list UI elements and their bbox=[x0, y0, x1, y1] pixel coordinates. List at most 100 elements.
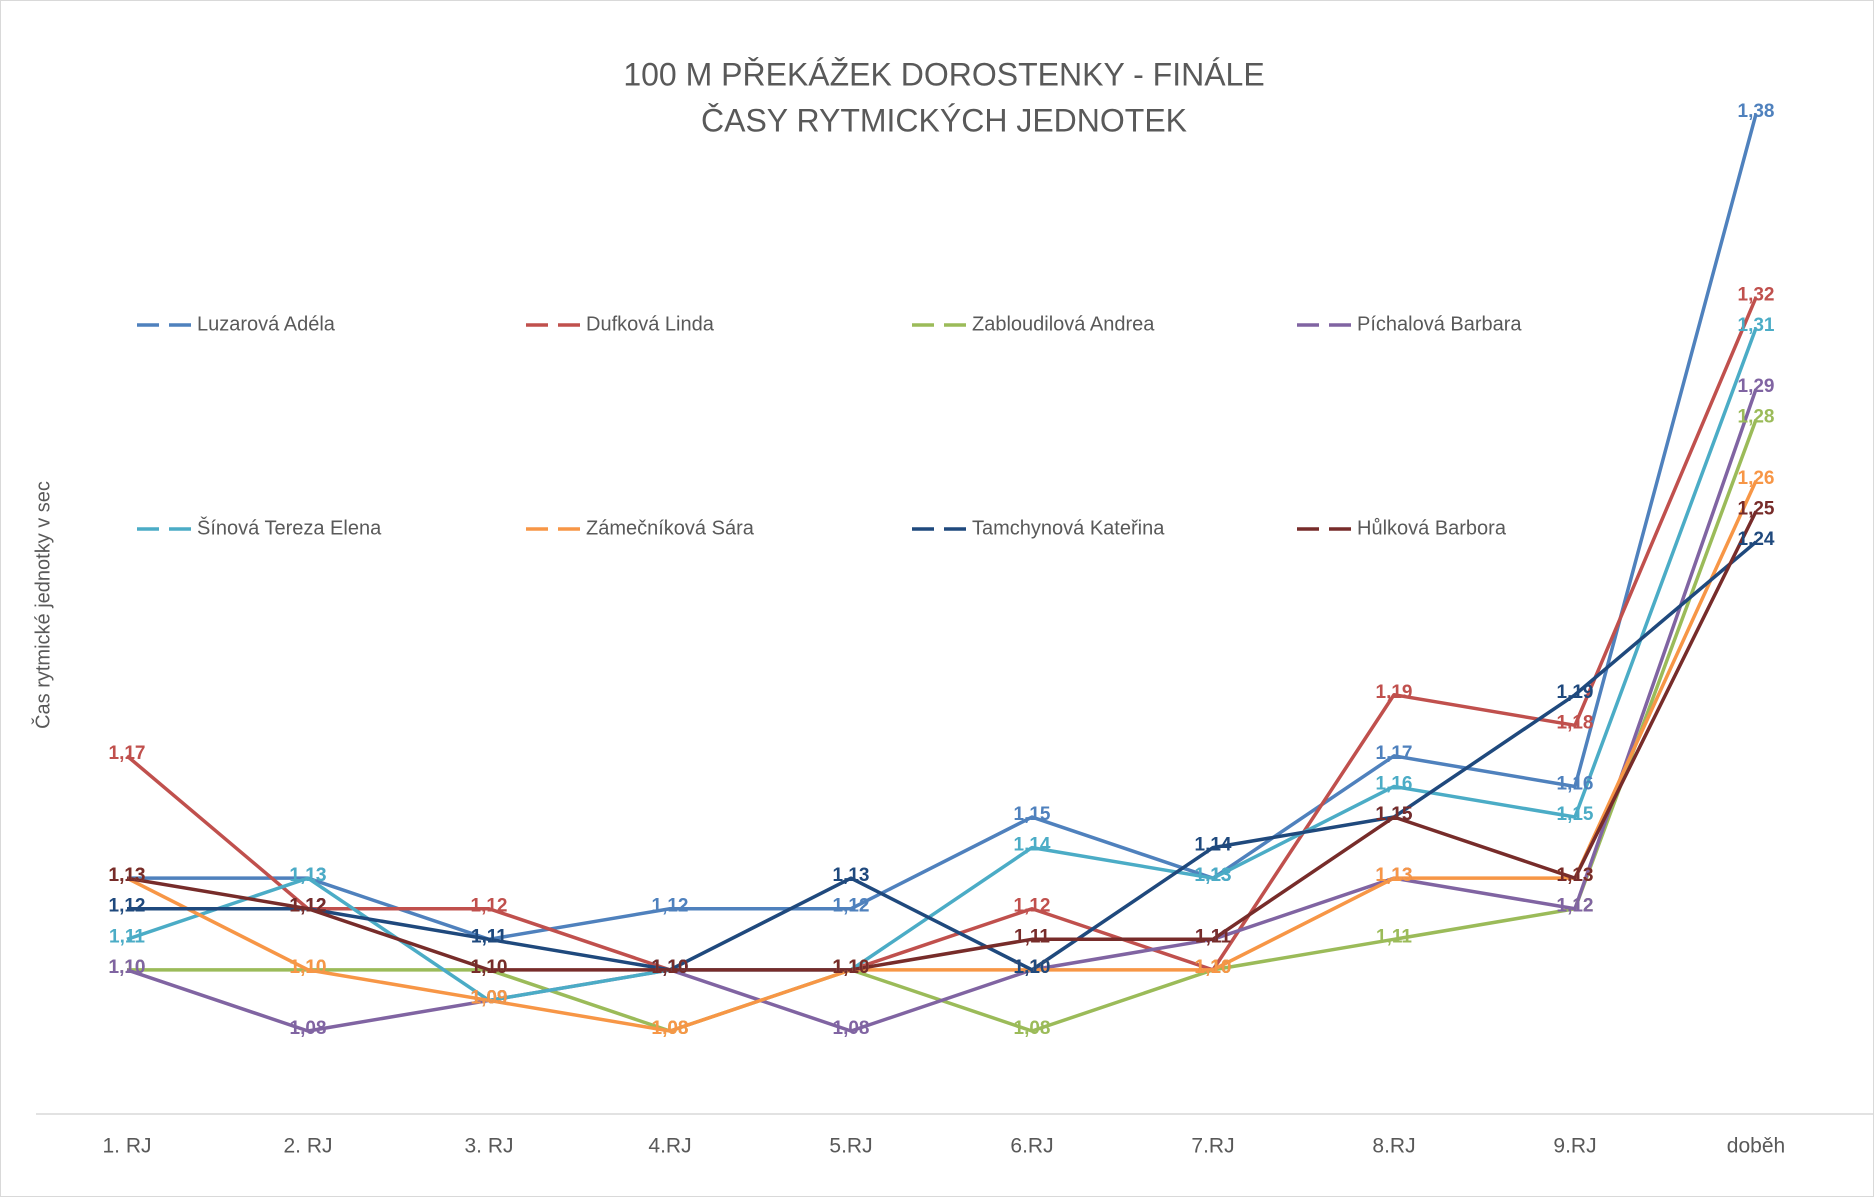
data-label: 1,11 bbox=[1195, 926, 1231, 947]
legend-label: Šínová Tereza Elena bbox=[197, 516, 382, 539]
data-label: 1,10 bbox=[1014, 957, 1051, 978]
x-tick-label: 6.RJ bbox=[1010, 1135, 1053, 1158]
series-line bbox=[125, 296, 1758, 972]
data-label: 1,13 bbox=[109, 865, 146, 886]
data-label: 1,09 bbox=[471, 987, 508, 1008]
x-tick-label: 8.RJ bbox=[1372, 1135, 1415, 1158]
data-label: 1,12 bbox=[1557, 896, 1594, 917]
data-label: 1,08 bbox=[290, 1018, 327, 1039]
data-label: 1,08 bbox=[833, 1018, 870, 1039]
data-label: 1,10 bbox=[652, 957, 689, 978]
data-label: 1,12 bbox=[290, 896, 327, 917]
data-label: 1,10 bbox=[109, 957, 146, 978]
data-label: 1,12 bbox=[1014, 896, 1051, 917]
legend-label: Luzarová Adéla bbox=[197, 313, 336, 335]
data-label: 1,08 bbox=[652, 1018, 689, 1039]
data-label: 1,13 bbox=[833, 865, 870, 886]
data-label: 1,28 bbox=[1738, 407, 1775, 428]
data-label: 1,18 bbox=[1557, 712, 1594, 733]
data-label: 1,10 bbox=[833, 957, 870, 978]
data-label: 1,13 bbox=[290, 865, 327, 886]
data-label: 1,15 bbox=[1376, 804, 1413, 825]
data-label: 1,11 bbox=[1014, 926, 1050, 947]
data-label: 1,13 bbox=[109, 865, 146, 886]
data-label: 1,10 bbox=[1014, 957, 1051, 978]
data-label: 1,10 bbox=[833, 957, 870, 978]
data-label: 1,10 bbox=[652, 957, 689, 978]
series-line bbox=[127, 540, 1758, 972]
data-label: 1,10 bbox=[471, 957, 508, 978]
data-label: 1,38 bbox=[1738, 101, 1775, 122]
data-label: 1,15 bbox=[1014, 804, 1051, 825]
data-label: 1,12 bbox=[290, 896, 327, 917]
data-label: 1,11 bbox=[471, 926, 507, 947]
data-label: 1,17 bbox=[109, 743, 146, 764]
chart-subtitle: ČASY RYTMICKÝCH JEDNOTEK bbox=[701, 102, 1187, 138]
data-label: 1,13 bbox=[1376, 865, 1413, 886]
data-label: 1,12 bbox=[471, 896, 508, 917]
data-label: 1,25 bbox=[1738, 498, 1775, 519]
data-label: 1,19 bbox=[1557, 682, 1594, 703]
data-label: 1,10 bbox=[1195, 957, 1232, 978]
series-line bbox=[126, 388, 1758, 1033]
data-label: 1,09 bbox=[471, 987, 508, 1008]
x-tick-label: 9.RJ bbox=[1553, 1135, 1596, 1158]
data-label: 1,16 bbox=[1557, 773, 1594, 794]
data-label: 1,10 bbox=[290, 957, 327, 978]
data-label: 1,12 bbox=[833, 896, 870, 917]
data-label: 1,29 bbox=[1738, 376, 1775, 397]
legend-label: Zabloudilová Andrea bbox=[972, 313, 1155, 335]
x-tick-label: 3. RJ bbox=[464, 1135, 513, 1158]
data-label: 1,11 bbox=[1195, 926, 1231, 947]
data-label: 1,13 bbox=[1195, 865, 1232, 886]
data-label: 1,10 bbox=[833, 957, 870, 978]
data-label: 1,10 bbox=[833, 957, 870, 978]
legend-label: Píchalová Barbara bbox=[1357, 313, 1522, 335]
data-label: 1,08 bbox=[652, 1018, 689, 1039]
data-label: 1,13 bbox=[290, 865, 327, 886]
data-label: 1,12 bbox=[290, 896, 327, 917]
data-label: 1,24 bbox=[1738, 529, 1775, 550]
data-label: 1,08 bbox=[1014, 1018, 1051, 1039]
data-label: 1,19 bbox=[1376, 682, 1413, 703]
data-label: 1,10 bbox=[1195, 957, 1232, 978]
data-label: 1,11 bbox=[1376, 926, 1412, 947]
data-label: 1,13 bbox=[1195, 865, 1232, 886]
data-label: 1,12 bbox=[109, 896, 146, 917]
x-tick-label: 4.RJ bbox=[648, 1135, 691, 1158]
data-label: 1,10 bbox=[290, 957, 327, 978]
legend-label: Tamchynová Kateřina bbox=[972, 517, 1165, 539]
x-tick-label: 7.RJ bbox=[1191, 1135, 1234, 1158]
legend-label: Hůlková Barbora bbox=[1357, 517, 1507, 539]
data-label: 1,11 bbox=[471, 926, 507, 947]
data-label: 1,14 bbox=[1195, 835, 1232, 856]
data-label: 1,13 bbox=[1557, 865, 1594, 886]
data-label: 1,10 bbox=[652, 957, 689, 978]
y-axis-label: Čas rytmické jednotky v sec bbox=[31, 481, 54, 729]
data-label: 1,10 bbox=[833, 957, 870, 978]
data-label: 1,13 bbox=[1376, 865, 1413, 886]
data-label: 1,31 bbox=[1738, 315, 1775, 336]
x-tick-label: 2. RJ bbox=[283, 1135, 332, 1158]
x-tick-label: 5.RJ bbox=[829, 1135, 872, 1158]
data-label: 1,16 bbox=[1376, 773, 1413, 794]
data-label: 1,32 bbox=[1738, 284, 1775, 305]
data-label: 1,26 bbox=[1738, 468, 1775, 489]
chart-title: 100 M PŘEKÁŽEK DOROSTENKY - FINÁLE bbox=[623, 56, 1264, 92]
data-label: 1,10 bbox=[471, 957, 508, 978]
data-label: 1,10 bbox=[109, 957, 146, 978]
data-label: 1,15 bbox=[1557, 804, 1594, 825]
data-label: 1,11 bbox=[109, 926, 145, 947]
data-label: 1,10 bbox=[1195, 957, 1232, 978]
data-label: 1,10 bbox=[652, 957, 689, 978]
data-label: 1,09 bbox=[471, 987, 508, 1008]
data-label: 1,15 bbox=[1376, 804, 1413, 825]
data-label: 1,12 bbox=[1557, 896, 1594, 917]
series-line bbox=[126, 480, 1758, 1033]
data-label: 1,10 bbox=[1014, 957, 1051, 978]
data-label: 1,12 bbox=[652, 896, 689, 917]
x-tick-label: doběh bbox=[1727, 1135, 1785, 1158]
data-label: 1,14 bbox=[1014, 835, 1051, 856]
